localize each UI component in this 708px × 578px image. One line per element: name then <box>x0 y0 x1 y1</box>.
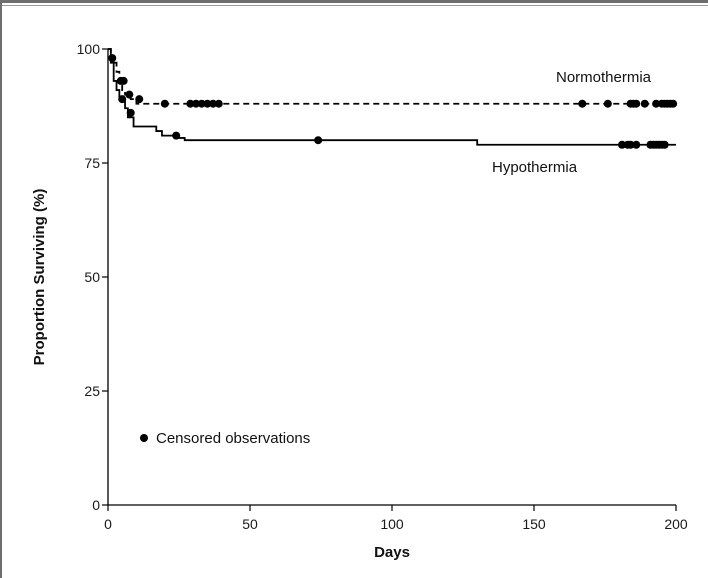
censor-point-hypothermia <box>314 136 323 145</box>
censor-point-hypothermia <box>618 140 627 149</box>
censor-point-normothermia <box>203 99 212 108</box>
legend-label: Censored observations <box>156 430 310 447</box>
censored-markers <box>108 54 678 149</box>
censor-point-normothermia <box>197 99 206 108</box>
frame-left-rule <box>0 0 2 578</box>
y-tick-label: 75 <box>84 155 100 171</box>
legend-censor-marker <box>140 434 148 442</box>
censor-point-hypothermia <box>632 140 641 149</box>
censor-point-normothermia <box>160 99 169 108</box>
y-tick-label: 0 <box>92 497 100 513</box>
y-tick-label: 50 <box>84 269 100 285</box>
y-tick-label: 25 <box>84 383 100 399</box>
x-axis-title: Days <box>374 544 410 561</box>
censor-point-normothermia <box>632 99 641 108</box>
censor-point-hypothermia <box>172 131 181 140</box>
censor-point-normothermia <box>669 99 678 108</box>
frame-top-thin-rule <box>0 5 708 6</box>
x-tick-label: 100 <box>380 516 404 532</box>
x-tick-label: 0 <box>104 516 112 532</box>
censor-point-normothermia <box>214 99 223 108</box>
x-tick-label: 50 <box>242 516 258 532</box>
censor-point-normothermia <box>578 99 587 108</box>
censor-point-normothermia <box>640 99 649 108</box>
x-tick-label: 150 <box>522 516 546 532</box>
censor-point-hypothermia <box>660 140 669 149</box>
censor-point-normothermia <box>603 99 612 108</box>
legend: Censored observations <box>140 430 310 447</box>
censor-point-normothermia <box>192 99 201 108</box>
censor-point-normothermia <box>108 54 117 63</box>
censor-point-hypothermia <box>126 108 135 117</box>
series-line-hypothermia <box>108 48 676 146</box>
censor-point-hypothermia <box>118 95 127 104</box>
censor-point-hypothermia <box>626 140 635 149</box>
y-axis-title: Proportion Surviving (%) <box>31 189 48 366</box>
ticks: 0 50 100 150 200 0 25 50 75 100 <box>77 41 688 532</box>
y-tick-label: 100 <box>77 41 101 57</box>
series-label-normothermia: Normothermia <box>556 69 652 86</box>
censor-point-normothermia <box>119 76 128 85</box>
censor-point-normothermia <box>135 95 144 104</box>
series-label-hypothermia: Hypothermia <box>492 159 578 176</box>
censor-point-normothermia <box>125 90 134 99</box>
x-tick-label: 200 <box>664 516 688 532</box>
censor-point-normothermia <box>652 99 661 108</box>
censor-point-normothermia <box>186 99 195 108</box>
series-layer <box>108 48 676 146</box>
censor-point-normothermia <box>209 99 218 108</box>
frame-top-rule <box>0 0 708 3</box>
